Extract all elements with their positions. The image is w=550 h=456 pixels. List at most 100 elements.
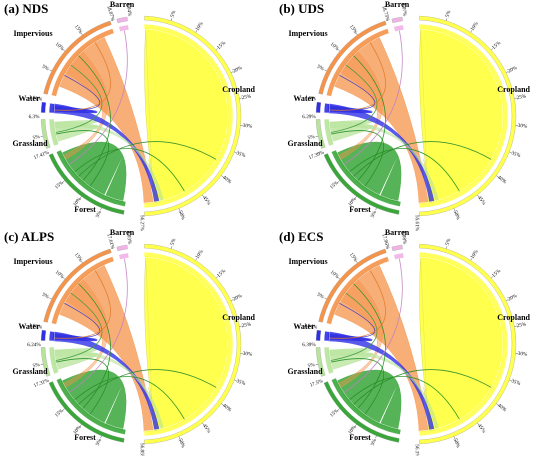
tick-mark <box>62 180 65 183</box>
pct-label-forest: 17.31% <box>33 377 51 389</box>
tick-label: 50% <box>177 438 186 450</box>
tick-mark <box>171 18 173 21</box>
tick-mark <box>315 363 319 365</box>
inner-arc-barren <box>118 252 130 260</box>
tick-label: 10% <box>195 20 206 32</box>
flow-line-forest-impervious <box>77 54 111 182</box>
flow-line-cropland-forest <box>77 369 218 406</box>
tick-label: 15% <box>491 268 503 279</box>
tick-mark <box>40 363 44 365</box>
arc-cropland <box>144 15 242 217</box>
flow-line-forest-impervious <box>352 282 386 410</box>
flow-line-impervious-water <box>53 269 111 339</box>
tick-label: 15% <box>329 407 341 418</box>
tick-mark <box>100 207 102 211</box>
pct-label-water: 1.9% <box>305 95 317 103</box>
inner-arc-water <box>323 330 331 342</box>
arc-forest <box>48 153 125 215</box>
flow-line-forest-grassland <box>329 130 384 188</box>
flow-line-forest-grassland <box>54 130 109 188</box>
tick-mark <box>375 207 377 211</box>
tick-label: 35% <box>235 150 247 159</box>
inner-arc-water <box>48 102 56 114</box>
tick-mark <box>506 299 509 301</box>
arc-water <box>315 329 322 341</box>
category-label-barren: Barren <box>385 228 410 237</box>
inner-arc-grassland <box>323 346 334 375</box>
tick-mark <box>80 260 83 264</box>
tick-label: 15% <box>54 179 66 190</box>
tick-label: 45% <box>476 195 487 207</box>
tick-label: 45% <box>476 423 487 435</box>
tick-label: 10% <box>54 269 66 280</box>
inner-arc-cropland <box>143 251 234 437</box>
tick-label: 15% <box>216 40 228 51</box>
tick-label: 15% <box>73 252 84 264</box>
tick-label: 10% <box>72 424 83 436</box>
flow-line-forest-grassland <box>54 358 109 416</box>
tick-label: 30% <box>242 123 253 130</box>
category-label-water: Water <box>293 322 315 331</box>
category-label-barren: Barren <box>110 228 135 237</box>
panel-title: (a) NDS <box>4 1 49 16</box>
pct-label-impervious: 17.61% <box>105 233 115 251</box>
tick-label: 5% <box>170 9 178 18</box>
category-label-forest: Forest <box>349 433 371 442</box>
tick-label: 35% <box>235 378 247 387</box>
chords-group <box>52 27 230 205</box>
tick-mark <box>453 436 455 439</box>
chord-diagram: 5% 10% 15% 20% 25% 30% 35% 40% 45% 50% 55.61% Cropl… <box>287 0 530 232</box>
category-label-grassland: Grassland <box>12 367 48 376</box>
pct-label-forest: 17.5% <box>309 378 324 389</box>
chord-diagram: 5% 10% 15% 20% 25% 30% 35% 40% 45% 50% 56.27% Cropl… <box>12 0 255 232</box>
arc-grassland <box>315 347 326 377</box>
chords-group <box>52 255 230 433</box>
tick-label: 25% <box>241 321 252 329</box>
flow-line-barren-forest <box>67 29 128 166</box>
tick-label: 10% <box>195 248 206 260</box>
inner-arc-impervious <box>51 256 115 325</box>
tick-label: 15% <box>348 252 359 264</box>
tick-mark <box>477 422 480 426</box>
pct-label-cropland: 55.61% <box>414 215 420 232</box>
tick-label: 5% <box>41 64 50 73</box>
pct-label-barren: 0.07% <box>400 3 408 18</box>
tick-mark <box>337 49 341 52</box>
tick-label: 25% <box>516 93 527 101</box>
category-label-water: Water <box>18 322 40 331</box>
pct-label-forest: 17.39% <box>308 149 326 161</box>
pct-label-grassland: 6.3% <box>29 114 41 120</box>
tick-label: 10% <box>54 41 66 52</box>
flow-line-cropland-forest <box>352 369 493 406</box>
pct-label-barren: 0.08% <box>400 231 408 246</box>
pct-label-cropland: 56.1% <box>414 444 420 456</box>
panel-title: (b) UDS <box>279 1 325 16</box>
tick-label: 40% <box>496 175 508 186</box>
category-label-cropland: Cropland <box>222 313 255 322</box>
panel-alps: (c) ALPS 5% 10% 15% 20% 25% 30% 35% 40% 45% 50% 56… <box>0 228 275 456</box>
tick-mark <box>324 69 327 72</box>
tick-mark <box>354 424 357 427</box>
tick-mark <box>509 151 512 153</box>
tick-mark <box>477 194 480 198</box>
tick-label: 50% <box>452 210 461 222</box>
tick-label: 50% <box>177 210 186 222</box>
tick-mark <box>446 18 448 21</box>
tick-mark <box>324 297 327 300</box>
pct-label-impervious: 18.73% <box>380 5 390 23</box>
tick-mark <box>231 71 234 73</box>
flow-line-forest-impervious <box>352 54 386 182</box>
tick-mark <box>315 135 319 137</box>
flow-line-cropland-forest <box>77 141 218 178</box>
inner-arc-barren <box>393 252 405 260</box>
arc-grassland <box>40 119 51 149</box>
tick-label: 40% <box>221 175 233 186</box>
arc-forest <box>323 153 400 215</box>
inner-arc-grassland <box>48 346 59 375</box>
flow-line-grassland-impervious <box>329 63 378 134</box>
inner-arc-cropland <box>418 251 509 437</box>
tick-label: 15% <box>329 179 341 190</box>
tick-mark <box>491 48 494 51</box>
tick-label: 5% <box>41 292 50 301</box>
tick-mark <box>221 403 224 406</box>
